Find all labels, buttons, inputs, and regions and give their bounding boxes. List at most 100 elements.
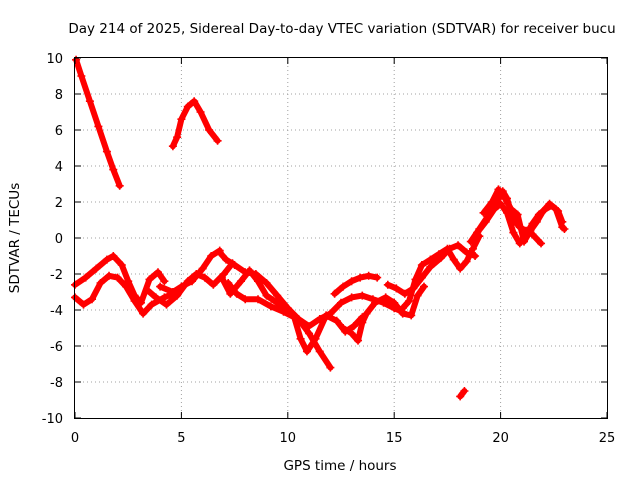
data-point — [113, 273, 122, 282]
data-point — [156, 282, 165, 291]
series-arc-afternoon-b — [398, 232, 484, 313]
data-point — [183, 102, 192, 111]
data-point — [326, 363, 335, 372]
ytick-label: -10 — [42, 412, 63, 427]
series-arc-hump-early — [168, 97, 222, 151]
data-point — [513, 210, 522, 219]
data-point — [130, 291, 139, 300]
ytick-label: -2 — [50, 268, 63, 283]
data-point — [217, 273, 226, 282]
data-point — [279, 307, 288, 316]
data-point — [81, 273, 90, 282]
data-point — [411, 275, 420, 284]
data-point — [426, 255, 435, 264]
data-point — [500, 194, 509, 203]
data-point — [417, 261, 426, 269]
data-point — [205, 126, 214, 134]
data-point — [147, 300, 156, 309]
y-axis-label: SDTVAR / TECUs — [7, 183, 23, 293]
data-point — [183, 277, 192, 286]
data-point — [136, 298, 145, 307]
chart-title: Day 214 of 2025, Sidereal Day-to-day VTE… — [68, 21, 615, 37]
data-point — [173, 291, 182, 300]
data-point — [337, 298, 345, 307]
series-line — [480, 186, 568, 245]
data-point — [290, 313, 299, 322]
series-line — [340, 283, 427, 344]
data-point — [305, 329, 314, 338]
data-point — [102, 147, 111, 156]
data-point — [339, 324, 348, 332]
data-point — [405, 297, 414, 305]
data-point — [332, 316, 341, 325]
data-point — [494, 185, 503, 194]
data-point — [560, 225, 569, 233]
data-point — [162, 300, 171, 309]
data-point — [466, 237, 475, 246]
data-point — [488, 198, 497, 206]
data-point — [173, 133, 182, 142]
series-arc-afternoon-a — [383, 241, 480, 298]
data-point — [236, 277, 245, 286]
ytick-label: 4 — [55, 160, 63, 175]
data-point — [537, 239, 546, 248]
series-arc-forenoon-c — [224, 279, 367, 356]
data-point — [262, 291, 271, 300]
data-point — [143, 286, 152, 295]
data-point — [398, 304, 407, 313]
data-point — [509, 228, 518, 237]
data-point — [330, 289, 339, 298]
data-point — [177, 115, 186, 124]
data-point — [462, 257, 471, 266]
data-point — [407, 311, 416, 320]
data-point — [507, 205, 516, 214]
data-point — [468, 244, 477, 253]
data-point — [109, 165, 118, 174]
series-arc-midday-c — [339, 282, 428, 345]
data-point — [545, 199, 554, 208]
xtick-label: 20 — [492, 431, 509, 446]
data-point — [85, 97, 94, 106]
series-line — [144, 260, 236, 308]
plot-frame — [74, 57, 608, 419]
series-line — [216, 249, 334, 330]
xtick-label: 25 — [599, 431, 616, 446]
data-point — [356, 273, 365, 282]
data-point — [315, 347, 324, 356]
data-point — [456, 392, 465, 401]
data-point — [347, 277, 356, 286]
data-point — [215, 248, 224, 257]
data-point — [364, 271, 373, 280]
data-point — [105, 271, 114, 280]
axis-ticks — [74, 57, 608, 419]
data-point — [443, 244, 452, 253]
xtick-label: 10 — [280, 431, 297, 446]
data-point — [168, 288, 177, 296]
series-line — [218, 267, 334, 371]
data-point — [381, 293, 390, 302]
data-point — [88, 295, 97, 304]
data-point — [153, 268, 162, 277]
data-point — [224, 279, 233, 287]
data-point — [124, 277, 133, 286]
data-point — [266, 302, 275, 311]
data-point — [358, 318, 367, 327]
ytick-label: -6 — [50, 340, 63, 355]
data-point — [168, 142, 177, 151]
ytick-label: 8 — [55, 88, 63, 103]
data-point — [117, 261, 126, 269]
data-point — [349, 322, 358, 331]
xtick-label: 5 — [177, 431, 185, 446]
data-point — [390, 298, 399, 307]
data-point — [109, 252, 118, 260]
data-point — [232, 289, 241, 298]
data-point — [79, 300, 88, 309]
data-point — [102, 255, 111, 264]
data-point — [460, 387, 469, 395]
series-arc-descent-early — [72, 55, 124, 190]
x-tick-labels: 0 5 10 15 20 25 — [71, 431, 615, 446]
data-point — [302, 347, 311, 356]
data-point — [532, 217, 541, 226]
data-point — [262, 279, 271, 287]
series-line — [331, 272, 381, 297]
